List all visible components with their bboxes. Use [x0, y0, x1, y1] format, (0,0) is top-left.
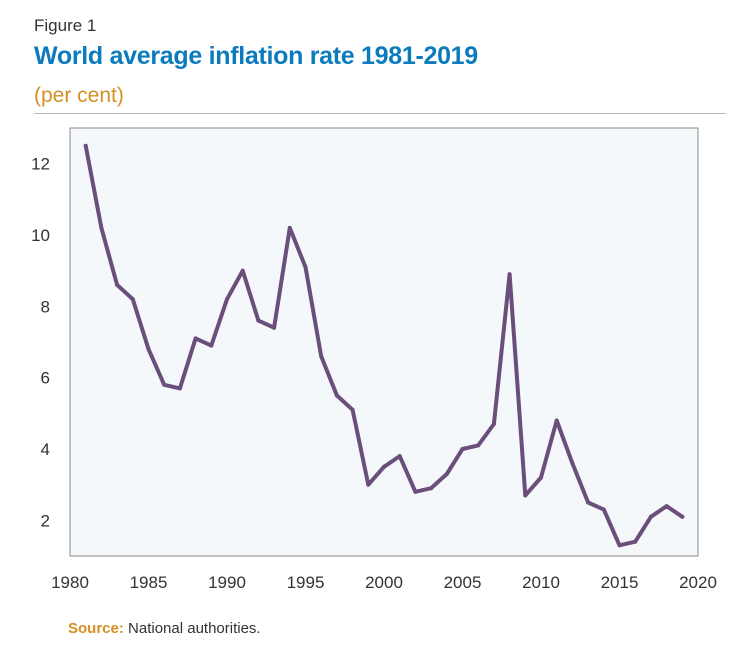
x-tick-label: 2020	[679, 573, 717, 592]
y-tick-label: 12	[31, 155, 50, 174]
x-tick-label: 2000	[365, 573, 403, 592]
data-point	[444, 471, 449, 476]
data-point	[130, 297, 135, 302]
chart-subtitle: (per cent)	[34, 84, 124, 107]
data-point	[617, 543, 622, 548]
data-point	[570, 461, 575, 466]
data-point	[193, 336, 198, 341]
source-text: National authorities.	[123, 620, 261, 637]
data-point	[491, 422, 496, 427]
data-point	[225, 297, 229, 302]
x-tick-label: 2015	[601, 573, 639, 592]
data-point	[554, 418, 559, 423]
data-point	[507, 272, 512, 277]
data-point	[146, 347, 151, 352]
data-point	[382, 464, 386, 469]
plot-area	[69, 127, 699, 557]
data-point	[633, 539, 638, 544]
data-point	[648, 514, 653, 519]
data-point	[240, 268, 245, 273]
y-tick-label: 6	[41, 369, 50, 388]
data-point	[162, 382, 167, 387]
data-point	[539, 475, 543, 480]
data-point	[303, 265, 308, 270]
y-tick-label: 10	[31, 226, 50, 245]
x-tick-label: 1995	[287, 573, 325, 592]
data-point	[366, 482, 371, 487]
data-point	[272, 325, 277, 330]
source-label: Source:	[68, 620, 124, 637]
y-tick-label: 8	[41, 297, 50, 316]
data-point	[413, 489, 418, 494]
data-point	[601, 507, 606, 512]
data-point	[680, 514, 685, 519]
data-points	[83, 143, 685, 548]
data-point	[460, 447, 465, 451]
data-point	[177, 386, 182, 391]
x-tick-label: 1980	[51, 573, 89, 592]
data-point	[287, 225, 292, 230]
data-point	[350, 407, 355, 412]
data-point	[83, 143, 88, 148]
data-point	[664, 504, 669, 509]
data-point	[523, 493, 528, 498]
y-axis: 2 4 6 8 10 12	[31, 155, 50, 531]
data-point	[397, 454, 402, 459]
data-point	[586, 500, 591, 505]
x-tick-label: 2005	[444, 573, 482, 592]
data-point	[319, 354, 324, 359]
source-note: Source: National authorities.	[68, 620, 261, 637]
x-tick-label: 1985	[130, 573, 168, 592]
x-axis: 1980 1985 1990 1995 2000 2005 2010 2015 2020	[51, 573, 717, 592]
y-tick-label: 4	[41, 440, 50, 459]
data-point	[334, 393, 339, 398]
data-point	[256, 318, 261, 323]
title-divider	[34, 113, 726, 114]
figure-label: Figure 1	[34, 16, 97, 35]
x-tick-label: 2010	[522, 573, 560, 592]
data-point	[99, 225, 104, 230]
x-tick-label: 1990	[208, 573, 246, 592]
y-tick-label: 2	[41, 511, 50, 530]
chart-title: World average inflation rate 1981-2019	[34, 42, 478, 70]
data-point	[429, 486, 434, 491]
data-point	[476, 443, 481, 448]
data-point	[115, 282, 120, 287]
data-point	[209, 343, 214, 348]
